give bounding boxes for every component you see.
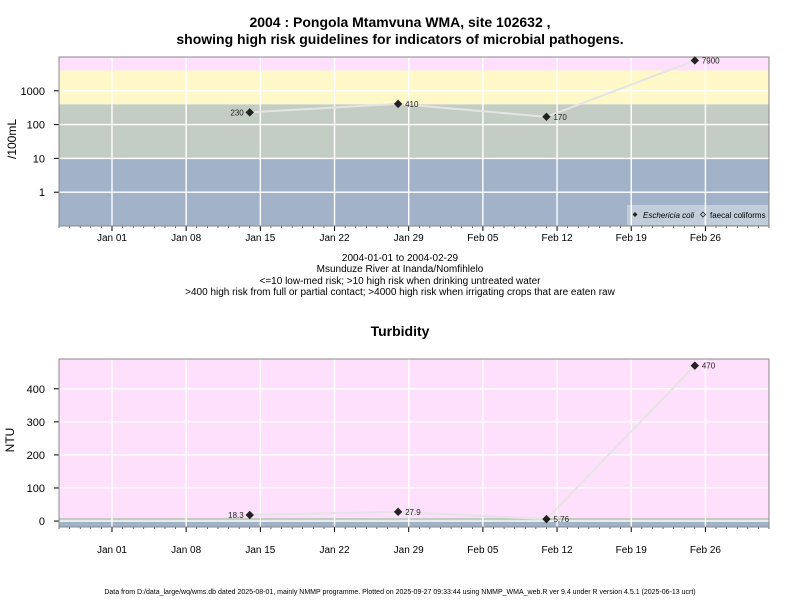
x-tick-label: Jan 01 [97,545,127,556]
chart1-title: 2004 : Pongola Mtamvuna WMA, site 102632… [249,14,551,30]
x-tick-label: Feb 19 [616,545,648,556]
plot-frame [58,56,770,227]
x-tick-label: Jan 29 [394,545,424,556]
data-label: 18.3 [228,511,244,520]
data-point [542,112,551,122]
data-point [690,361,700,370]
chart2-title: Turbidity [370,323,430,339]
risk-band-3 [59,359,769,518]
x-tick-label: Feb 19 [616,233,648,244]
chart1-subtitle: showing high risk guidelines for indicat… [176,31,624,47]
data-label: 27.9 [405,508,421,517]
x-tick-label: Jan 01 [97,233,127,244]
x-tick-label: Jan 15 [245,233,275,244]
data-point [542,514,551,524]
legend-marker-ecoli [632,212,638,217]
legend-box [627,205,768,225]
chart1-caption-4: >400 high risk from full or partial cont… [185,287,615,298]
y-tick-label: 400 [27,384,45,396]
x-tick-label: Jan 22 [320,545,350,556]
x-tick-label: Jan 15 [245,545,275,556]
data-point [393,99,403,109]
series-line [249,59,696,118]
x-tick-label: Jan 08 [171,545,201,556]
data-point [245,108,254,117]
y-tick-label: 1 [39,187,45,199]
footer-note: Data from D:/data_large/wq/wms.db dated … [104,589,696,596]
legend-label-faecal: faecal coliforms [710,211,766,220]
legend-marker-faecal [699,211,707,218]
y-tick-label: 100 [27,483,45,495]
data-point [245,510,254,520]
risk-band-2 [59,104,769,159]
chart1-plot: Jan 01 Jan 08 Jan 15 Jan 22 Jan 29 Feb 05 Feb … [21,56,770,244]
data-label: 470 [702,362,716,371]
y-tick-label: 100 [27,120,45,132]
chart2-plot: Jan 01 Jan 08 Jan 15 Jan 22 Jan 29 Feb 05 Feb … [27,358,770,556]
data-label: 7900 [702,56,720,65]
series-line [249,364,696,521]
data-label: 5.76 [553,515,569,524]
chart-legend: Eschericia coli faecal coliforms [627,205,768,225]
chart1-caption-1: 2004-01-01 to 2004-02-29 [341,253,459,264]
x-tick-label: Feb 26 [690,233,722,244]
chart1-caption-3: <=10 low-med risk; >10 high risk when dr… [259,276,541,287]
chart1-caption-2: Msunduze River at Inanda/Nomfihlelo [316,264,484,275]
data-label: 230 [230,108,244,117]
x-tick-label: Feb 26 [690,545,722,556]
plot-frame [58,358,770,528]
risk-band-2 [59,517,769,521]
x-tick-label: Jan 08 [171,233,201,244]
x-tick-label: Jan 29 [394,233,424,244]
x-tick-label: Feb 05 [467,233,499,244]
data-label: 410 [405,100,419,109]
y-tick-label: 10 [33,153,45,165]
data-point [690,56,700,65]
y-tick-label: 1000 [21,86,45,98]
risk-band-4 [59,57,769,71]
x-tick-label: Feb 12 [541,233,573,244]
y-tick-label: 0 [39,516,45,528]
data-point [393,507,403,517]
risk-band-3 [59,70,769,105]
x-tick-label: Jan 22 [320,233,350,244]
x-tick-label: Feb 05 [467,545,499,556]
legend-label-ecoli: Eschericia coli [643,211,694,220]
risk-band-1 [59,520,769,527]
y-tick-label: 300 [27,417,45,429]
x-tick-label: Feb 12 [541,545,573,556]
data-label: 170 [553,113,567,122]
y-tick-label: 200 [27,450,45,462]
